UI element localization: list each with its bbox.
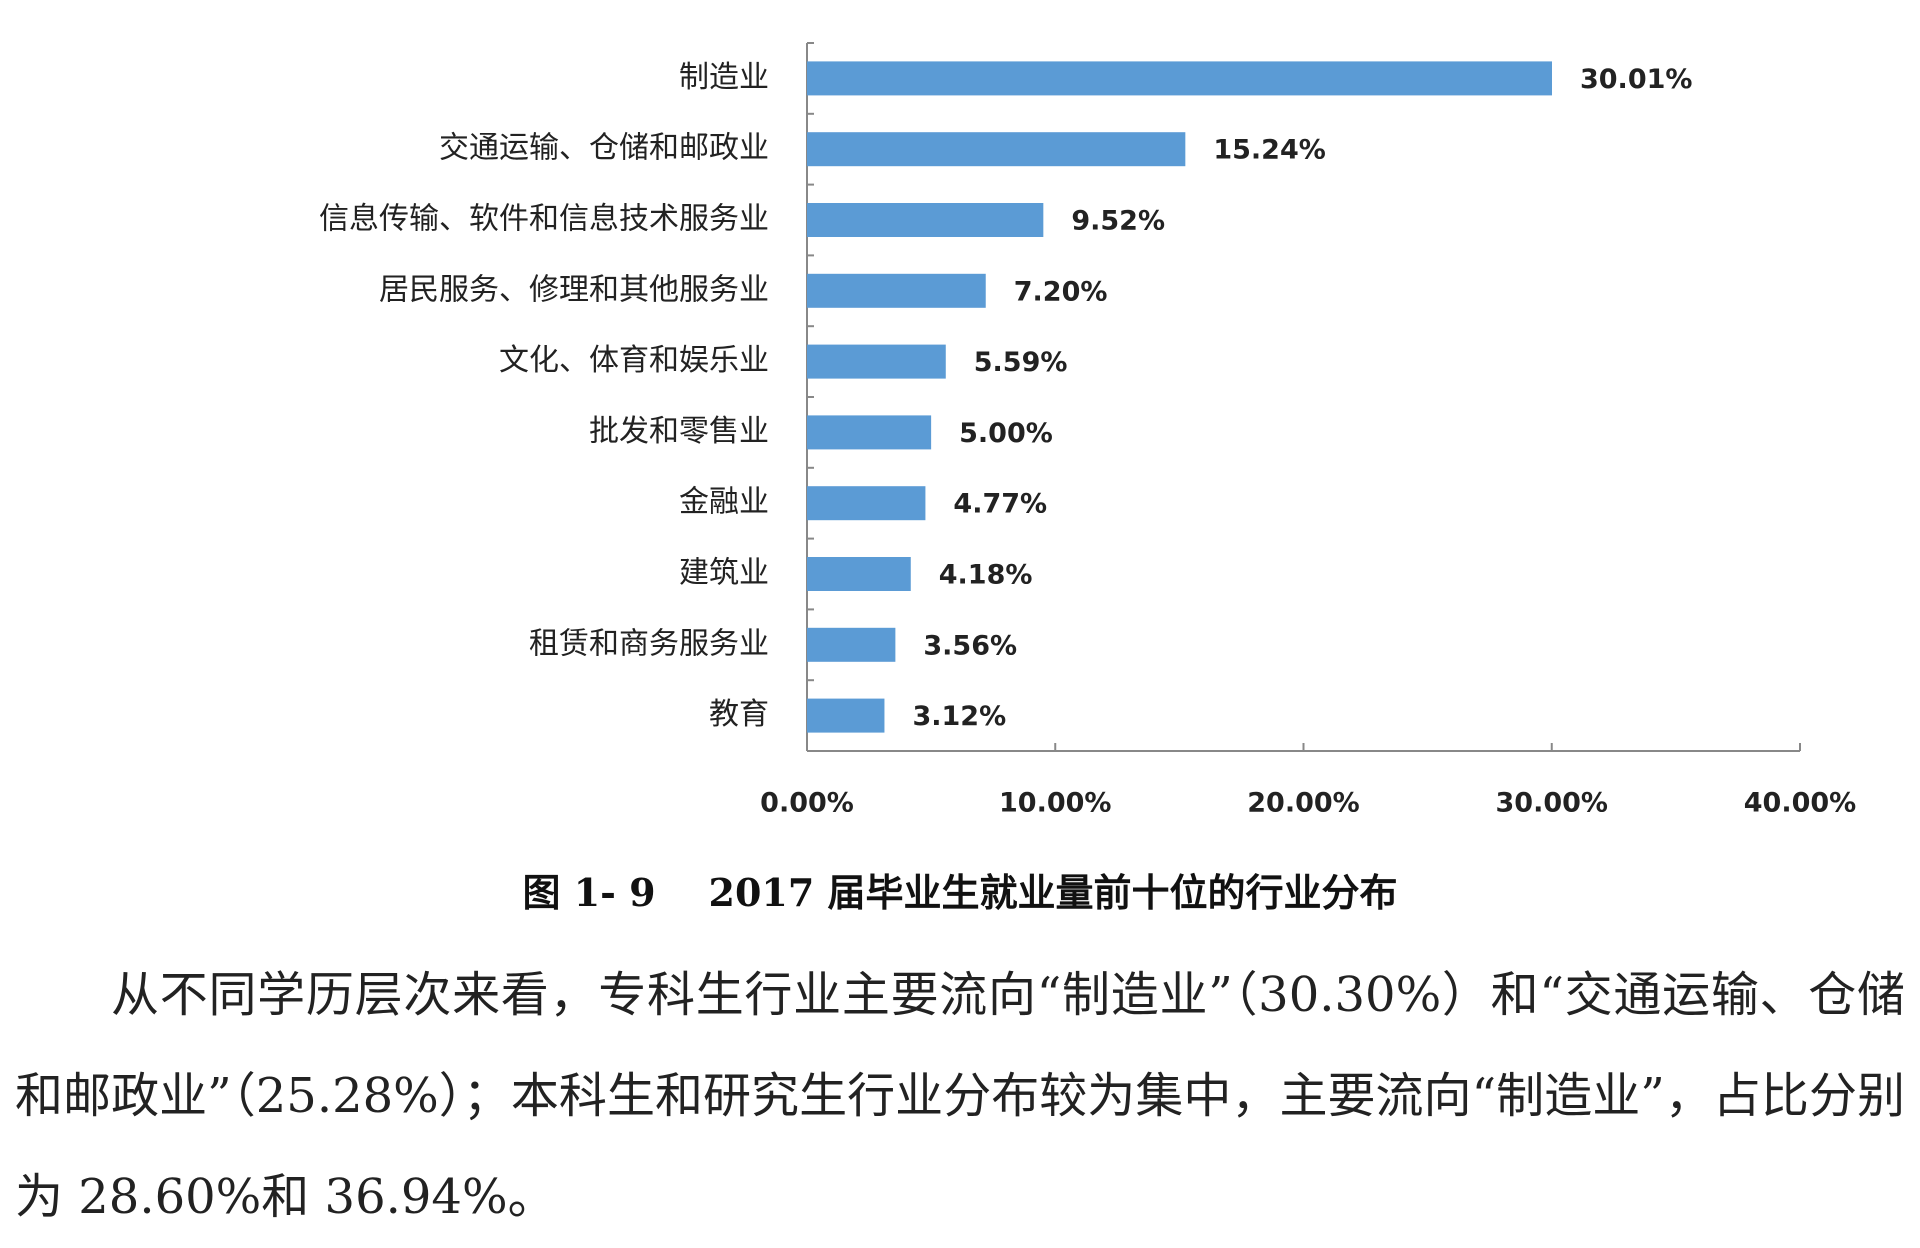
value-label: 9.52%: [1071, 206, 1165, 237]
value-label: 5.59%: [974, 347, 1068, 378]
bar: [807, 415, 932, 450]
paragraph: 从不同学历层次来看，专科生行业主要流向“制造业”（30.30%）和“交通运输、仓…: [15, 967, 1905, 1225]
value-label: 15.24%: [1213, 135, 1325, 166]
category-label: 信息传输、软件和信息技术服务业: [319, 202, 769, 237]
value-label: 30.01%: [1580, 64, 1692, 95]
bar: [807, 344, 946, 379]
category-label: 文化、体育和娱乐业: [499, 343, 769, 378]
bar: [807, 627, 896, 662]
x-tick-label: 10.00%: [999, 788, 1111, 819]
category-label: 居民服务、修理和其他服务业: [379, 272, 769, 307]
bar: [807, 486, 926, 521]
category-label: 交通运输、仓储和邮政业: [439, 131, 769, 166]
category-label: 建筑业: [679, 556, 769, 591]
value-label: 5.00%: [959, 418, 1053, 449]
category-label: 金融业: [679, 485, 769, 520]
category-label: 租赁和商务服务业: [529, 626, 769, 661]
value-label: 4.18%: [939, 560, 1033, 591]
category-label: 制造业: [679, 60, 769, 95]
x-tick-label: 0.00%: [760, 788, 854, 819]
x-tick-label: 20.00%: [1247, 788, 1359, 819]
bar: [807, 203, 1044, 237]
category-label: 批发和零售业: [589, 414, 769, 449]
chart: 0.00% 10.00% 20.00% 30.00% 40.00% 制造业 30.01% 交通…: [319, 42, 1856, 819]
x-tick-label: 30.00%: [1496, 788, 1608, 819]
bar: [807, 557, 911, 591]
figure-caption: 图 1- 9 2017 届毕业生就业量前十位的行业分布: [522, 870, 1398, 915]
bar: [807, 61, 1552, 96]
bar: [807, 132, 1186, 167]
value-label: 4.77%: [953, 489, 1047, 520]
value-label: 3.56%: [923, 630, 1017, 661]
category-label: 教育: [709, 697, 769, 732]
value-label: 7.20%: [1014, 276, 1108, 307]
bar: [807, 273, 986, 308]
x-tick-label: 40.00%: [1744, 788, 1856, 819]
bar: [807, 698, 885, 733]
value-label: 3.12%: [912, 701, 1006, 732]
